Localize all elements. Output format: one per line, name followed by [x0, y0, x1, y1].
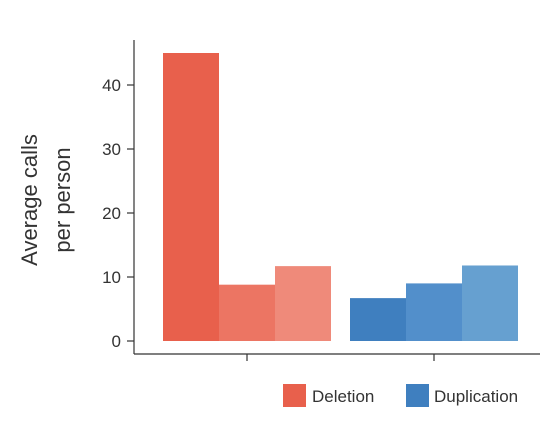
- y-axis-title-line-2: per person: [50, 147, 75, 252]
- bar-duplication-2: [406, 283, 462, 341]
- bar-deletion-3: [275, 266, 331, 341]
- y-axis-title-line-1: Average calls: [17, 134, 42, 266]
- legend-label-duplication: Duplication: [434, 387, 518, 406]
- bar-deletion-1: [163, 53, 219, 341]
- y-tick-label-40: 40: [102, 76, 121, 95]
- legend-swatch-duplication: [406, 384, 429, 407]
- bar-duplication-1: [350, 298, 406, 341]
- y-tick-label-30: 30: [102, 140, 121, 159]
- y-tick-label-0: 0: [112, 332, 121, 351]
- legend-label-deletion: Deletion: [312, 387, 374, 406]
- y-tick-label-20: 20: [102, 204, 121, 223]
- bar-deletion-2: [219, 284, 275, 341]
- legend-swatch-deletion: [283, 384, 306, 407]
- y-tick-label-10: 10: [102, 268, 121, 287]
- bar-duplication-3: [462, 265, 518, 341]
